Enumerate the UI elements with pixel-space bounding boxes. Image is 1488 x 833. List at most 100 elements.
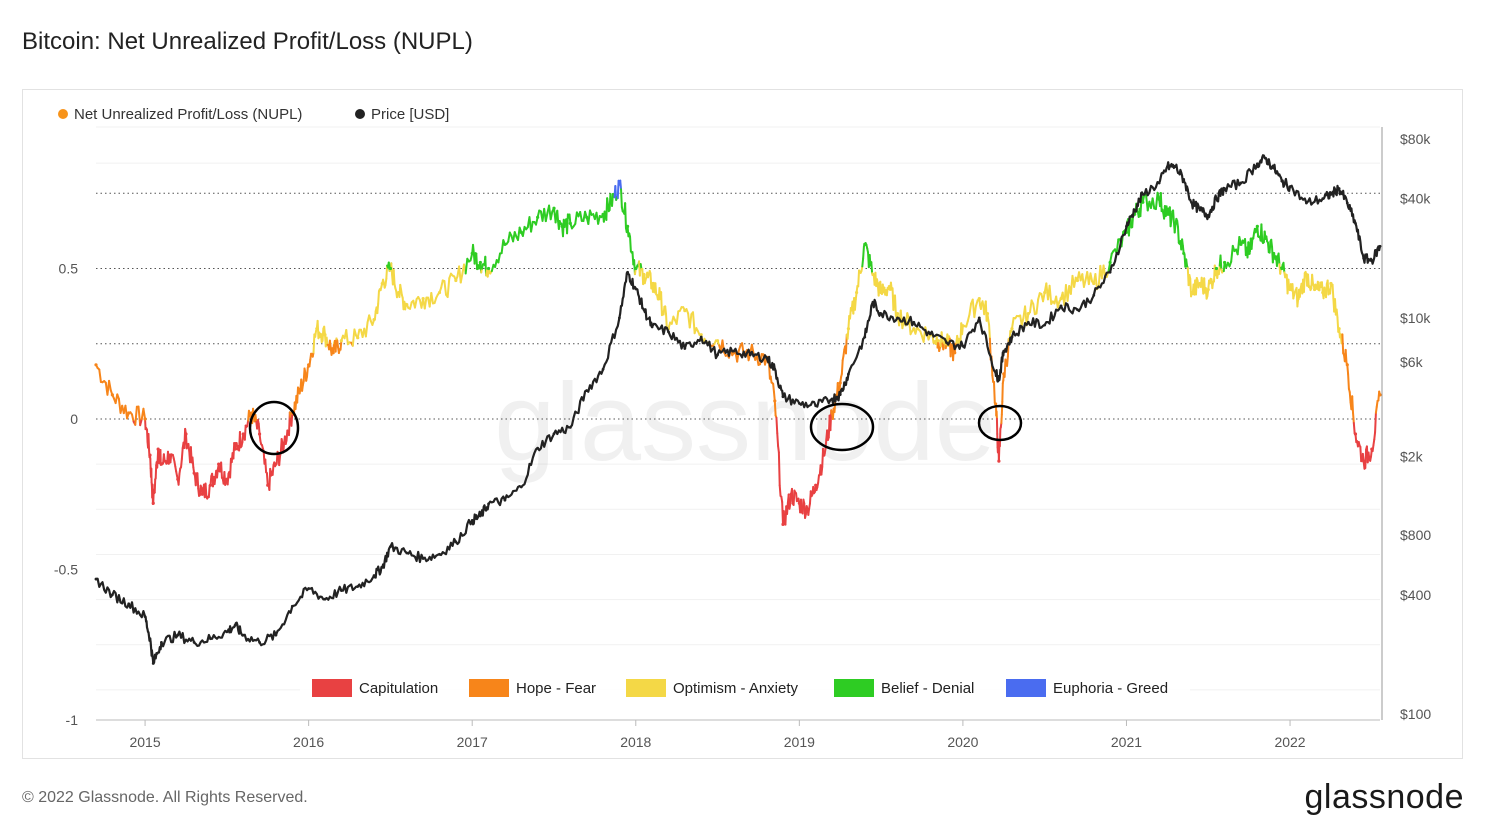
price-point <box>241 633 245 637</box>
nupl-segment <box>778 484 782 497</box>
price-point <box>618 316 621 320</box>
nupl-point <box>895 312 900 316</box>
nupl-segment <box>879 280 883 294</box>
nupl-point <box>1206 287 1210 292</box>
nupl-segment <box>1170 210 1174 221</box>
nupl-segment <box>345 329 349 346</box>
nupl-segment <box>838 381 842 394</box>
nupl-segment <box>423 296 428 310</box>
price-point <box>454 540 458 544</box>
nupl-segment <box>820 465 824 476</box>
y-right-tick-label: $6k <box>1400 354 1424 370</box>
nupl-segment <box>162 453 166 463</box>
price-point <box>1076 308 1079 312</box>
nupl-point <box>961 324 965 328</box>
nupl-segment <box>1181 238 1184 247</box>
nupl-segment <box>1129 217 1133 229</box>
nupl-point <box>257 432 262 436</box>
zone-swatch <box>312 679 352 697</box>
nupl-segment <box>1335 308 1339 319</box>
price-point <box>1026 320 1030 324</box>
price-point <box>478 514 482 518</box>
price-point <box>148 637 152 641</box>
nupl-point <box>454 278 458 283</box>
price-point <box>650 325 654 329</box>
nupl-point <box>789 492 793 496</box>
y-left-tick-label: -0.5 <box>54 561 78 577</box>
nupl-segment <box>443 280 448 296</box>
nupl-segment <box>782 510 786 525</box>
nupl-segment <box>563 219 567 228</box>
price-point <box>536 446 540 450</box>
nupl-segment <box>662 305 666 316</box>
nupl-segment <box>220 461 223 479</box>
nupl-point <box>715 339 720 343</box>
nupl-segment <box>840 359 844 375</box>
price-point <box>1157 181 1161 185</box>
nupl-segment <box>207 484 211 499</box>
price-point <box>773 367 777 371</box>
nupl-point <box>1378 393 1382 397</box>
price-point <box>977 316 981 320</box>
nupl-segment <box>942 342 946 351</box>
price-point <box>997 377 1001 381</box>
price-point <box>683 347 687 350</box>
price-point <box>871 300 875 304</box>
nupl-segment <box>1094 273 1099 291</box>
nupl-point <box>356 336 360 340</box>
price-point <box>176 633 180 637</box>
y-right-tick-label: $100 <box>1400 706 1431 722</box>
nupl-point <box>486 266 491 271</box>
nupl-segment <box>624 202 627 230</box>
price-point <box>961 344 965 348</box>
nupl-point <box>1214 266 1219 271</box>
nupl-segment <box>1352 411 1355 424</box>
nupl-segment <box>278 455 282 467</box>
nupl-point <box>437 290 442 295</box>
price-point <box>380 565 384 569</box>
nupl-segment <box>409 301 413 310</box>
nupl-point <box>1362 459 1366 463</box>
nupl-segment <box>620 188 623 209</box>
price-point <box>1059 304 1063 308</box>
nupl-segment <box>325 336 329 346</box>
nupl-segment <box>786 501 789 515</box>
nupl-segment <box>1219 254 1223 271</box>
nupl-point <box>1182 251 1186 256</box>
nupl-point <box>1280 266 1284 271</box>
nupl-point <box>110 393 114 397</box>
copyright-footer: © 2022 Glassnode. All Rights Reserved. <box>22 789 308 806</box>
price-point <box>323 597 327 601</box>
nupl-point <box>282 441 286 445</box>
zone-swatch <box>469 679 509 697</box>
chart-frame <box>22 89 1463 759</box>
nupl-point <box>830 411 834 415</box>
nupl-point <box>1247 251 1251 256</box>
price-point <box>1378 244 1382 248</box>
nupl-point <box>478 260 482 265</box>
nupl-segment <box>1268 240 1272 254</box>
nupl-segment <box>736 349 740 363</box>
nupl-segment <box>688 313 693 329</box>
chart-title: Bitcoin: Net Unrealized Profit/Loss (NUP… <box>22 28 473 55</box>
nupl-point <box>997 459 1001 463</box>
nupl-point <box>1141 200 1145 204</box>
nupl-segment <box>1185 258 1188 267</box>
nupl-point <box>1321 290 1325 295</box>
nupl-segment <box>194 472 198 487</box>
nupl-segment <box>1367 451 1371 461</box>
price-point <box>151 662 155 665</box>
x-tick-label: 2017 <box>457 734 488 750</box>
nupl-point <box>863 242 867 246</box>
zone-swatch <box>626 679 666 697</box>
price-point <box>1337 187 1341 190</box>
nupl-segment <box>306 366 309 378</box>
price-point <box>879 312 883 316</box>
nupl-segment <box>877 282 881 297</box>
nupl-point <box>156 447 160 451</box>
nupl-point <box>658 296 662 301</box>
y-right-tick-label: $2k <box>1400 448 1424 464</box>
nupl-point <box>1026 312 1030 316</box>
price-point <box>1002 349 1006 353</box>
